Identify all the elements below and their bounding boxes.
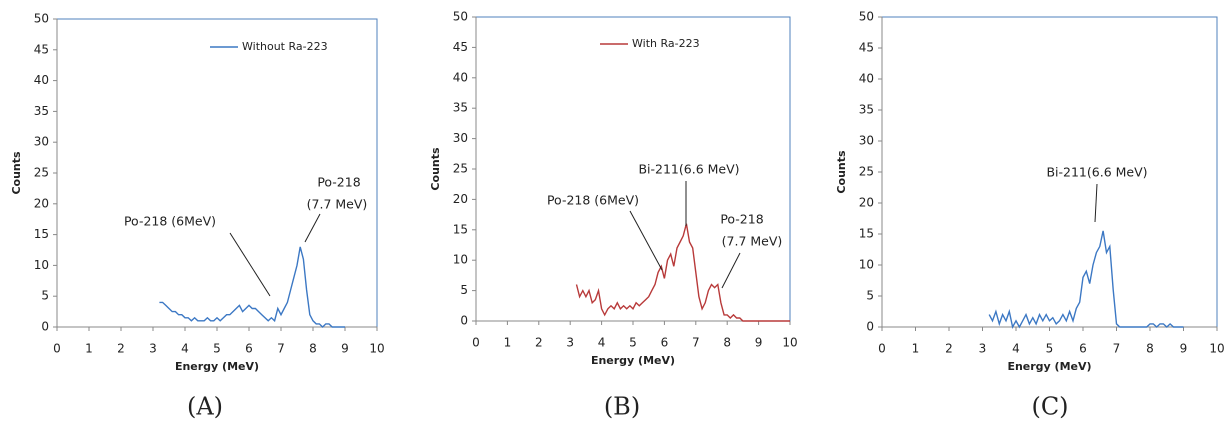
x-tick-label: 4 — [181, 342, 189, 356]
x-tick-label: 6 — [245, 342, 253, 356]
x-tick-label: 7 — [1113, 342, 1121, 356]
annotation-leader — [629, 210, 663, 271]
annotation: Po-218 — [317, 175, 360, 190]
x-tick-label: 3 — [979, 342, 987, 356]
x-tick-label: 5 — [629, 336, 637, 350]
annotation: Po-218 (6MeV) — [547, 193, 639, 208]
y-tick-label: 5 — [41, 289, 49, 303]
x-tick-label: 8 — [1146, 342, 1154, 356]
x-tick-label: 2 — [117, 342, 125, 356]
series-line — [575, 223, 790, 322]
x-axis-title: Energy (MeV) — [591, 354, 675, 367]
x-tick-label: 6 — [1079, 342, 1087, 356]
annotation: Bi-211(6.6 MeV) — [1046, 165, 1147, 180]
y-tick-label: 5 — [866, 289, 874, 303]
y-tick-label: 40 — [34, 73, 49, 87]
x-tick-label: 9 — [341, 342, 349, 356]
y-tick-label: 0 — [41, 320, 49, 334]
x-tick-label: 8 — [723, 336, 731, 350]
x-tick-label: 0 — [878, 342, 886, 356]
y-tick-label: 30 — [453, 131, 468, 145]
x-tick-label: 10 — [369, 342, 384, 356]
panel-label: (B) — [604, 393, 640, 421]
panel-label: (A) — [187, 393, 223, 421]
annotation-leader — [721, 252, 741, 289]
x-tick-label: 9 — [1180, 342, 1188, 356]
y-axis-title: Counts — [429, 147, 442, 191]
y-tick-label: 50 — [859, 10, 874, 24]
x-tick-label: 5 — [213, 342, 221, 356]
x-axis-title: Energy (MeV) — [1007, 360, 1091, 373]
y-tick-label: 20 — [34, 196, 49, 210]
x-tick-label: 3 — [566, 336, 574, 350]
y-tick-label: 5 — [460, 283, 468, 297]
y-tick-label: 15 — [34, 227, 49, 241]
x-tick-label: 6 — [661, 336, 669, 350]
x-tick-label: 7 — [692, 336, 700, 350]
y-tick-label: 40 — [859, 72, 874, 86]
y-tick-label: 35 — [453, 101, 468, 115]
x-tick-label: 5 — [1046, 342, 1054, 356]
y-tick-label: 10 — [453, 253, 468, 267]
y-tick-label: 30 — [859, 134, 874, 148]
x-tick-label: 3 — [149, 342, 157, 356]
x-tick-label: 8 — [309, 342, 317, 356]
series-line — [988, 230, 1184, 329]
y-tick-label: 10 — [34, 258, 49, 272]
x-tick-label: 4 — [598, 336, 606, 350]
x-tick-label: 0 — [472, 336, 480, 350]
annotation: Po-218 (6MeV) — [124, 214, 216, 229]
y-tick-label: 15 — [859, 227, 874, 241]
x-tick-label: 10 — [782, 336, 797, 350]
annotation-leader — [304, 213, 321, 243]
legend-label: Without Ra-223 — [242, 40, 328, 53]
x-tick-label: 0 — [53, 342, 61, 356]
y-tick-label: 20 — [453, 192, 468, 206]
y-tick-label: 35 — [859, 103, 874, 117]
annotation-leader — [1094, 183, 1098, 223]
annotation: (7.7 MeV) — [722, 234, 783, 249]
y-tick-label: 35 — [34, 104, 49, 118]
x-axis-title: Energy (MeV) — [175, 360, 259, 373]
y-tick-label: 25 — [859, 165, 874, 179]
x-tick-label: 7 — [277, 342, 285, 356]
y-axis-title: Counts — [835, 150, 848, 194]
y-tick-label: 45 — [453, 40, 468, 54]
y-tick-label: 50 — [453, 10, 468, 24]
y-tick-label: 50 — [34, 12, 49, 26]
annotation-leader — [229, 232, 271, 297]
x-tick-label: 1 — [504, 336, 512, 350]
series-line — [159, 246, 345, 328]
y-tick-label: 15 — [453, 222, 468, 236]
annotation: Po-218 — [720, 212, 763, 227]
plot-frame — [475, 16, 791, 322]
annotation: (7.7 MeV) — [307, 197, 368, 212]
y-axis-title: Counts — [10, 151, 23, 195]
y-tick-label: 45 — [859, 41, 874, 55]
annotation: Bi-211(6.6 MeV) — [638, 162, 739, 177]
y-tick-label: 10 — [859, 258, 874, 272]
x-tick-label: 1 — [912, 342, 920, 356]
x-tick-label: 2 — [945, 342, 953, 356]
panel-label: (C) — [1031, 393, 1068, 421]
y-tick-label: 20 — [859, 196, 874, 210]
y-tick-label: 45 — [34, 42, 49, 56]
x-tick-label: 10 — [1209, 342, 1224, 356]
x-tick-label: 2 — [535, 336, 543, 350]
x-tick-label: 1 — [85, 342, 93, 356]
y-tick-label: 25 — [34, 166, 49, 180]
y-tick-label: 0 — [460, 314, 468, 328]
y-tick-label: 30 — [34, 135, 49, 149]
x-tick-label: 9 — [755, 336, 763, 350]
legend-label: With Ra-223 — [632, 37, 700, 50]
y-tick-label: 25 — [453, 162, 468, 176]
y-tick-label: 0 — [866, 320, 874, 334]
y-tick-label: 40 — [453, 70, 468, 84]
x-tick-label: 4 — [1012, 342, 1020, 356]
plot-frame — [56, 18, 378, 328]
